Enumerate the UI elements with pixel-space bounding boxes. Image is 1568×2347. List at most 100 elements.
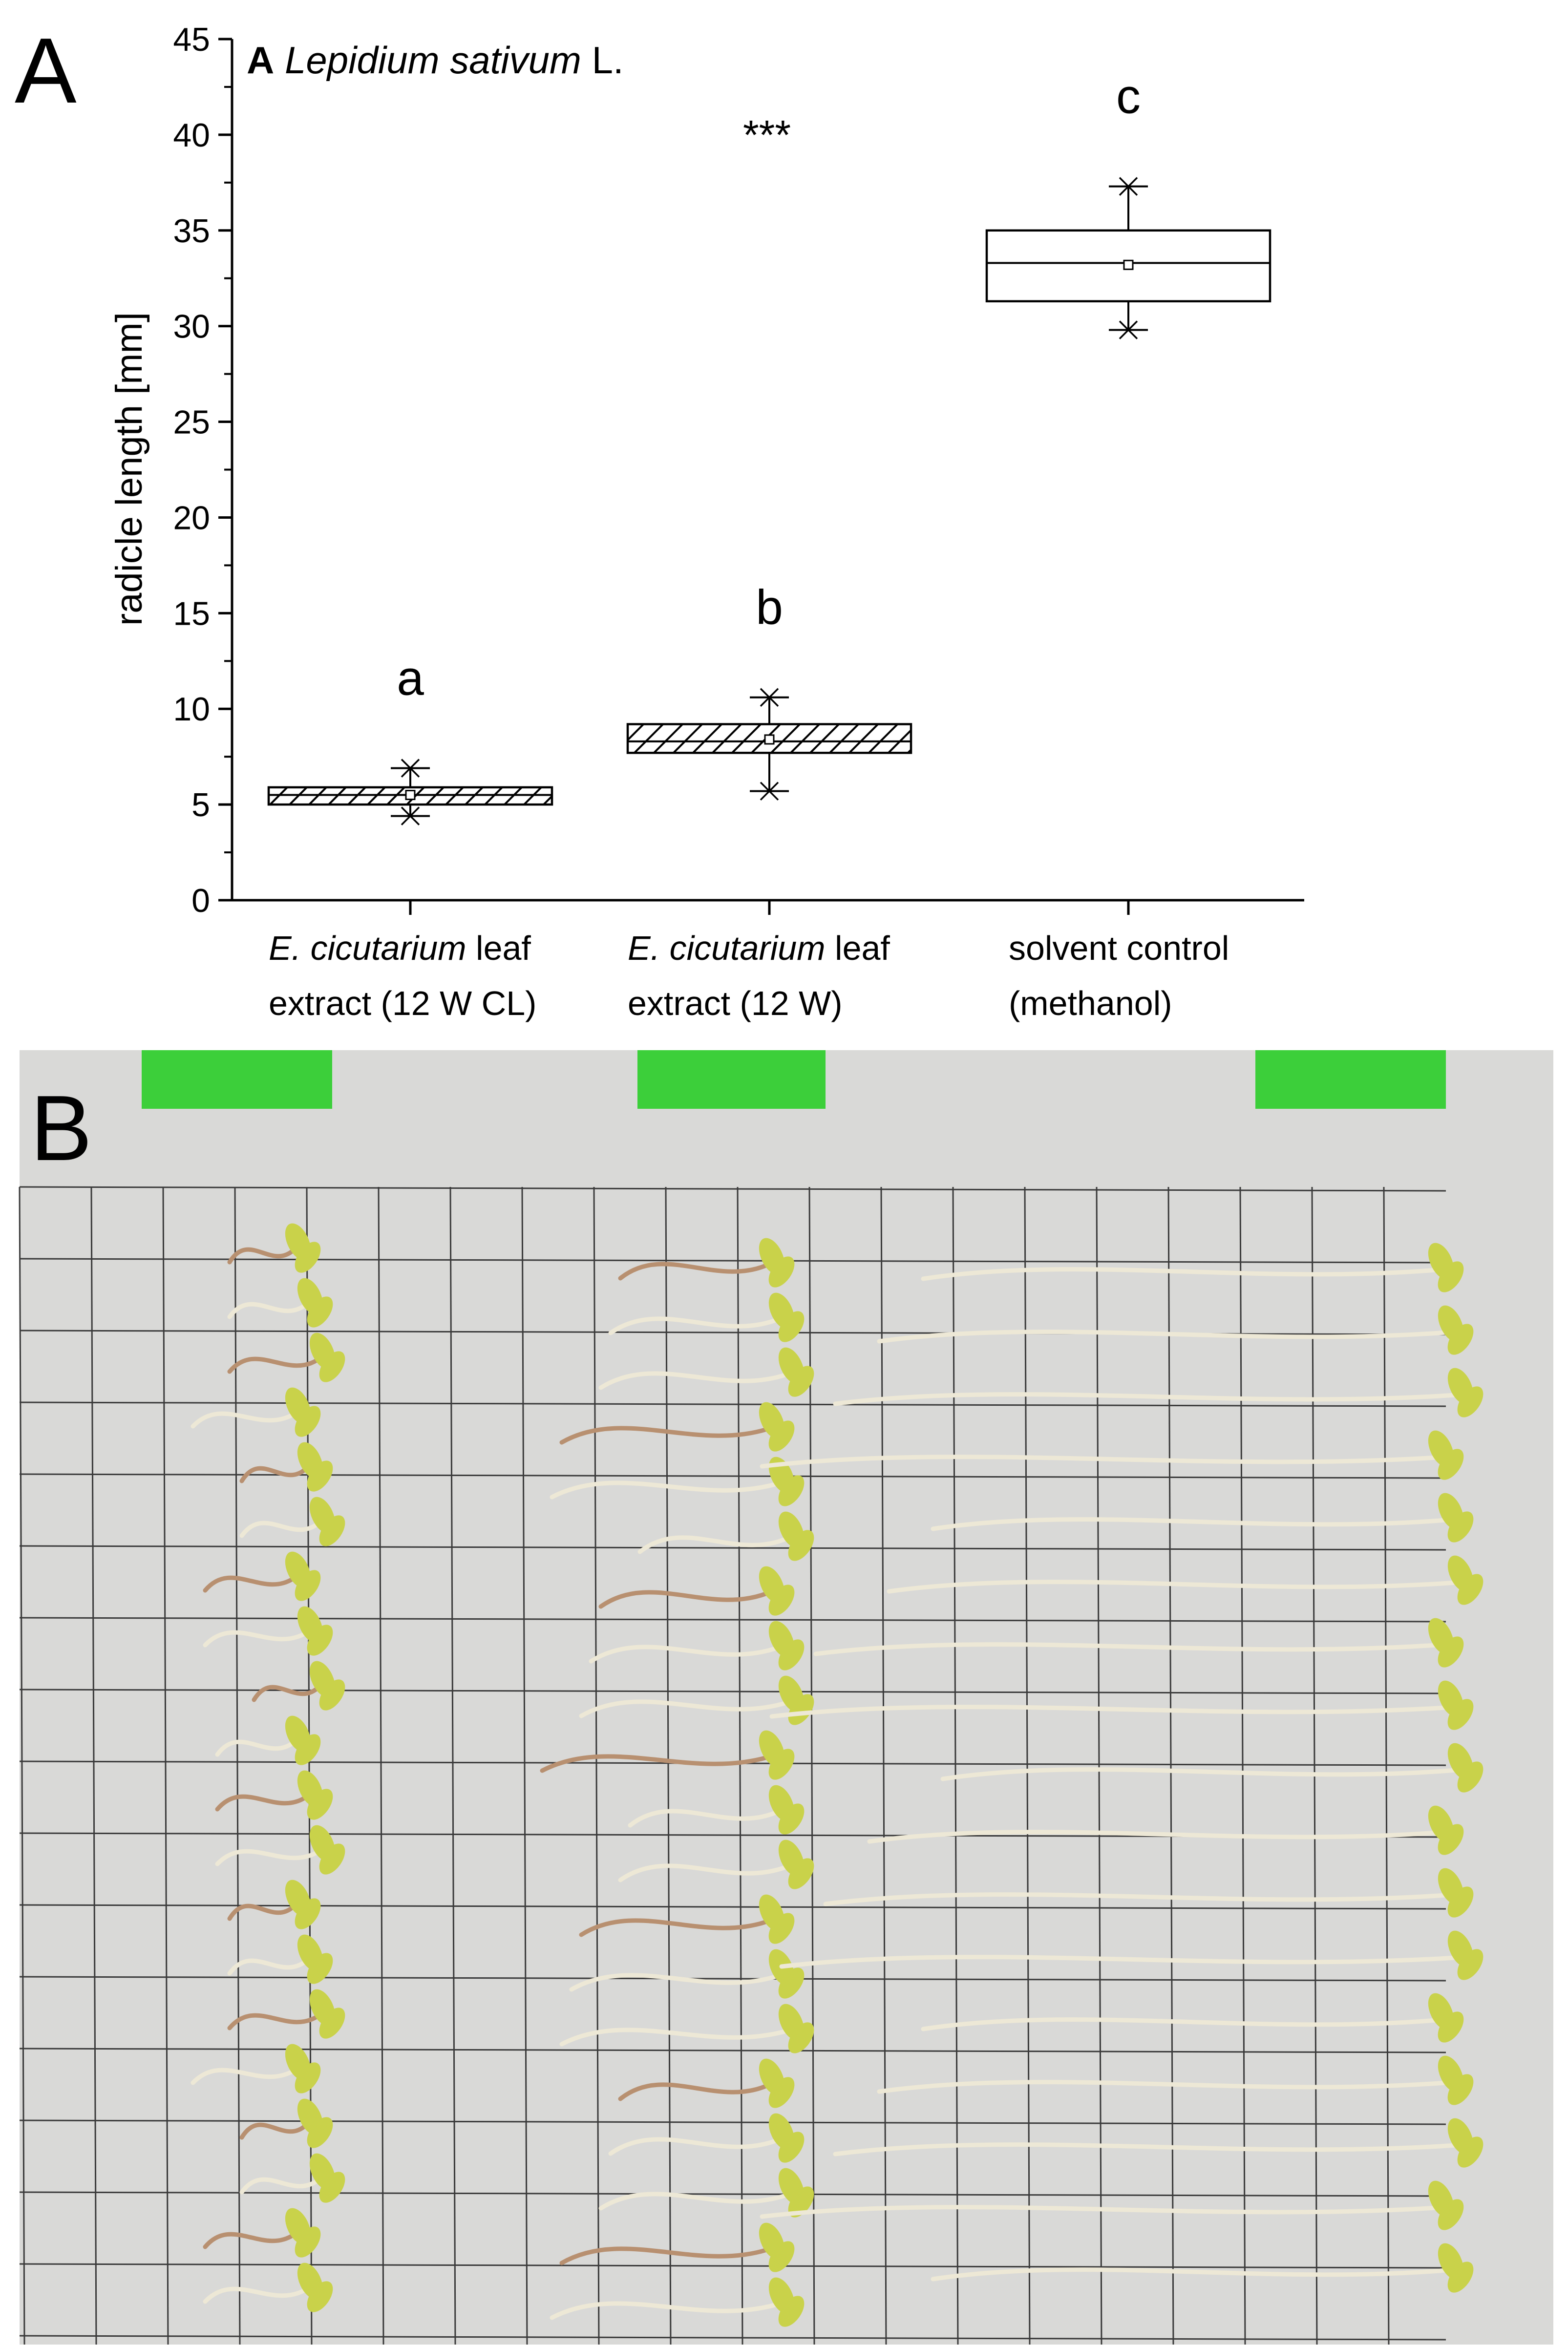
- green-label-tag: [637, 1050, 826, 1109]
- seedling-root: [598, 1590, 769, 1609]
- seedling-leaf: [778, 2296, 805, 2327]
- seedling-root: [540, 1754, 769, 1773]
- grid-line-horizontal: [19, 2048, 1446, 2053]
- seedling: [598, 1566, 795, 1616]
- seedling: [877, 2055, 1474, 2105]
- seedling: [579, 1894, 795, 1944]
- seedling-root: [833, 1392, 1458, 1406]
- grid-line-vertical: [162, 1186, 169, 2345]
- grid-line-vertical: [880, 1186, 887, 2345]
- seedling: [877, 1305, 1474, 1355]
- seedling-leaf: [319, 1351, 345, 1382]
- seedling-root: [628, 1809, 779, 1828]
- whisker-marker: [401, 806, 420, 825]
- seedling: [559, 2004, 814, 2053]
- seedling: [191, 2044, 321, 2093]
- seedling: [203, 1551, 321, 1601]
- seedling-root: [569, 1973, 779, 1992]
- seedling-leaf: [1457, 1761, 1483, 1793]
- mean-marker: [405, 790, 416, 801]
- seedling-leaf: [1447, 1699, 1474, 1730]
- x-tick-label-line2: extract (12 W): [628, 984, 843, 1022]
- chart-title: A Lepidium sativum L.: [247, 39, 624, 82]
- seedling-leaf: [295, 1898, 321, 1929]
- grid-line-vertical: [1167, 1186, 1174, 2345]
- seedling-leaf: [768, 1256, 795, 1288]
- seedling-root: [559, 1426, 769, 1445]
- seedling: [618, 1840, 814, 1889]
- grid-line-horizontal: [19, 2335, 1446, 2341]
- grid-line-vertical: [665, 1186, 672, 2345]
- seedling: [579, 1675, 814, 1725]
- grid-line-vertical: [952, 1186, 959, 2345]
- seedling-leaf: [307, 1953, 333, 1984]
- seedling-root: [191, 1411, 296, 1429]
- grid-line-horizontal: [19, 1689, 1446, 1694]
- seedling: [598, 1347, 814, 1397]
- seedling-root: [779, 1955, 1458, 1969]
- seedling-root: [252, 1685, 320, 1702]
- seedling-leaf: [1438, 1636, 1464, 1668]
- seedling-root: [550, 2301, 779, 2320]
- seedling: [813, 1618, 1464, 1668]
- grid-line-vertical: [593, 1186, 600, 2345]
- seedling-leaf: [768, 1913, 795, 1944]
- grid-line-horizontal: [19, 1545, 1446, 1551]
- seedling-root: [637, 1535, 789, 1554]
- significance-letter: c: [1116, 69, 1141, 124]
- seedling-leaf: [1457, 1949, 1483, 1980]
- seedling: [252, 1661, 345, 1711]
- seedling: [215, 1770, 333, 1820]
- seedling-leaf: [1438, 2011, 1464, 2043]
- seedling-leaf: [788, 2186, 814, 2218]
- seedling-root: [589, 1645, 779, 1664]
- seedling: [769, 1680, 1474, 1730]
- grid-line-vertical: [521, 1186, 528, 2345]
- seedling: [203, 2262, 333, 2312]
- seedling: [887, 1555, 1483, 1605]
- seedling: [227, 1278, 333, 1328]
- seedling-leaf: [295, 1242, 321, 1273]
- seedling-leaf: [1438, 1261, 1464, 1292]
- seedling: [550, 2277, 805, 2327]
- significance-letter: b: [756, 580, 783, 635]
- seedling: [833, 1368, 1483, 1417]
- seedling-root: [550, 1480, 779, 1500]
- x-tick-label-line2: (methanol): [1009, 984, 1172, 1022]
- x-tick-label-line2: extract (12 W CL): [269, 984, 536, 1022]
- grid-line-vertical: [1024, 1186, 1031, 2345]
- significance-label: ***: [743, 112, 791, 158]
- whisker-marker: [760, 782, 779, 801]
- seedling-root: [760, 1455, 1439, 1469]
- grid-line-horizontal: [19, 1258, 1446, 1264]
- seedling: [833, 2118, 1483, 2168]
- seedling-root: [239, 1521, 320, 1538]
- seedling: [191, 1387, 321, 1437]
- seedling-leaf: [768, 2077, 795, 2108]
- significance-letter: a: [397, 651, 424, 706]
- seedling-root: [203, 2286, 308, 2304]
- seedling: [203, 1606, 333, 1656]
- seedling-root: [227, 1958, 308, 1976]
- whisker-marker: [401, 759, 420, 778]
- panel-a-label: A: [15, 19, 77, 123]
- color-tags: [142, 1050, 1446, 1109]
- seedling: [239, 2098, 333, 2148]
- seedling-root: [887, 1580, 1458, 1594]
- seedling-root: [215, 1794, 308, 1812]
- y-tick-label: 0: [191, 882, 210, 919]
- seedling-root: [618, 2082, 769, 2101]
- seedling-leaf: [778, 1639, 805, 1670]
- seedling-root: [239, 2122, 308, 2140]
- box-plot-chart: A A Lepidium sativum L. *** radicle leng…: [15, 19, 1304, 1022]
- seedling-leaf: [319, 1515, 345, 1546]
- seedling-leaf: [778, 1967, 805, 1999]
- seedling-root: [618, 1262, 769, 1281]
- boxes: a E. cicutarium leaf extract (12 W CL) b E. …: [267, 69, 1271, 1022]
- seedling-leaf: [1438, 2199, 1464, 2230]
- seedling-leaf: [1457, 1574, 1483, 1605]
- grid-line-horizontal: [19, 1473, 1446, 1479]
- panel-b: B: [0, 1040, 1568, 2345]
- seedling-root: [203, 1630, 308, 1648]
- whisker-marker: [1119, 177, 1138, 196]
